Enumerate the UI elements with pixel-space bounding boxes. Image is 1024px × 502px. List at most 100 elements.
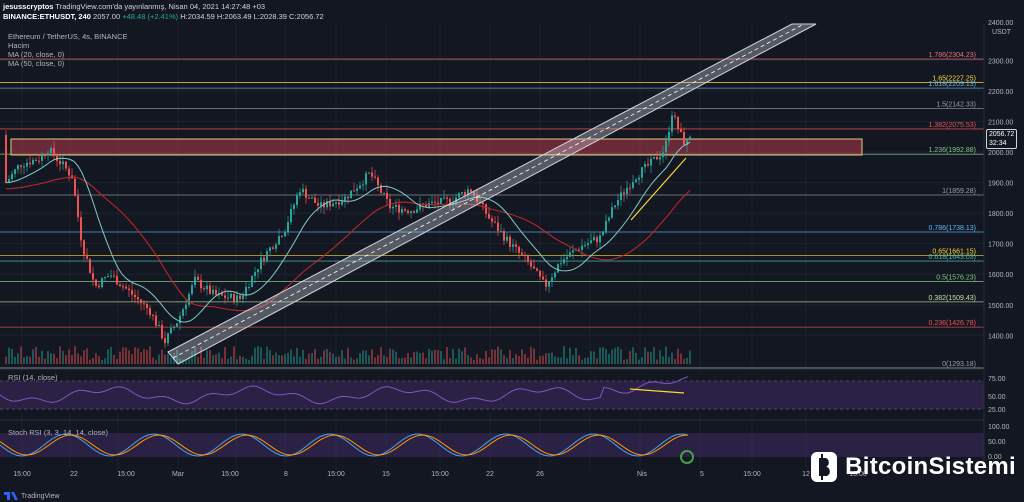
volume-bar	[578, 355, 580, 364]
candle	[650, 158, 652, 166]
legend-ma50: MA (50, close, 0)	[8, 59, 65, 68]
volume-bar	[53, 353, 55, 364]
candle	[587, 243, 589, 246]
price-tick: 1900.00	[988, 181, 1013, 188]
volume-bar	[98, 355, 100, 364]
candle	[302, 188, 304, 193]
volume-bar	[659, 350, 661, 364]
candle	[455, 197, 457, 203]
volume-bar	[71, 354, 73, 364]
candle	[440, 197, 442, 204]
volume-bar	[446, 347, 448, 364]
candle	[371, 172, 373, 177]
ma50-legend[interactable]: MA (50, close, 0)	[8, 59, 64, 68]
candle	[23, 166, 25, 168]
volume-bar	[17, 353, 19, 364]
volume-bar	[359, 353, 361, 364]
volume-bar	[83, 350, 85, 364]
volume-bar	[161, 349, 163, 364]
volume-bar	[536, 359, 538, 364]
candle	[287, 222, 289, 232]
volume-bar	[554, 356, 556, 364]
volume-bar	[671, 352, 673, 364]
candle	[479, 201, 481, 203]
volume-bar	[422, 352, 424, 364]
candle	[122, 286, 124, 288]
price-tick: 2300.00	[988, 58, 1013, 65]
volume-bar	[29, 356, 31, 364]
volume-bar	[77, 353, 79, 364]
volume-bar	[548, 353, 550, 364]
volume-bar	[647, 351, 649, 364]
candle	[320, 202, 322, 206]
rsi-legend[interactable]: RSI (14, close)	[8, 373, 58, 382]
candle	[605, 220, 607, 232]
rsi-tick: 50.00	[988, 394, 1006, 401]
volume-bar	[188, 356, 190, 364]
candle	[443, 197, 445, 199]
candle	[638, 177, 640, 180]
candle	[647, 163, 649, 166]
ohlc-values: H:2034.59 H:2063.49 L:2028.39 C:2056.72	[180, 12, 324, 21]
volume-bar	[464, 347, 466, 364]
volume-bar	[569, 347, 571, 364]
candle	[452, 202, 454, 205]
volume-bar	[185, 359, 187, 364]
volume-bar	[113, 354, 115, 364]
volume-bar	[428, 348, 430, 364]
volume-bar	[482, 359, 484, 364]
stoch-tick: 50.00	[988, 439, 1006, 446]
candle	[233, 293, 235, 303]
volume-bar	[317, 358, 319, 364]
fib-level-label: 1(1859.28)	[942, 188, 976, 195]
stoch-legend[interactable]: Stoch RSI (3, 3, 14, 14, close)	[8, 428, 108, 437]
candle	[635, 179, 637, 183]
candle	[104, 277, 106, 279]
ma20-legend[interactable]: MA (20, close, 0)	[8, 50, 64, 59]
stoch-tick: 0.00	[988, 454, 1002, 461]
volume-bar	[662, 356, 664, 364]
candle	[203, 288, 205, 290]
candle	[38, 160, 40, 162]
legend-ma20: MA (20, close, 0)	[8, 50, 65, 59]
volume-bar	[242, 356, 244, 364]
candle	[377, 177, 379, 186]
volume-bar	[263, 359, 265, 364]
volume-bar	[353, 359, 355, 364]
bar-countdown: 32:34	[989, 140, 1007, 147]
candle	[131, 290, 133, 295]
volume-bar	[485, 351, 487, 364]
candle	[290, 208, 292, 223]
candle	[563, 259, 565, 264]
current-price-value: 2056.72	[989, 131, 1015, 138]
volume-bar	[413, 351, 415, 364]
candle	[62, 161, 64, 165]
candle	[230, 293, 232, 298]
volume-bar	[638, 359, 640, 364]
volume-bar	[65, 354, 67, 364]
volume-legend[interactable]: Hacim	[8, 41, 29, 50]
current-price-badge: 2056.72 32:34	[986, 129, 1018, 149]
volume-bar	[434, 349, 436, 364]
candle	[611, 207, 613, 218]
candle	[539, 270, 541, 277]
candle	[179, 315, 181, 324]
volume-bar	[32, 349, 34, 364]
candle	[530, 261, 532, 267]
volume-bar	[605, 348, 607, 364]
author-name[interactable]: jesusscryptos	[3, 2, 54, 11]
candle	[392, 206, 394, 209]
candle	[500, 231, 502, 233]
volume-bar	[296, 347, 298, 364]
volume-bar	[26, 356, 28, 364]
volume-bar	[128, 350, 130, 364]
candle	[212, 289, 214, 294]
fib-level-label: 0.618(1643.03)	[929, 254, 976, 261]
tradingview-footer[interactable]: TradingView	[4, 492, 60, 500]
volume-bar	[326, 348, 328, 364]
candle	[47, 153, 49, 156]
candle	[569, 252, 571, 257]
candle	[50, 148, 52, 154]
last-price: 2057.00	[93, 12, 121, 21]
